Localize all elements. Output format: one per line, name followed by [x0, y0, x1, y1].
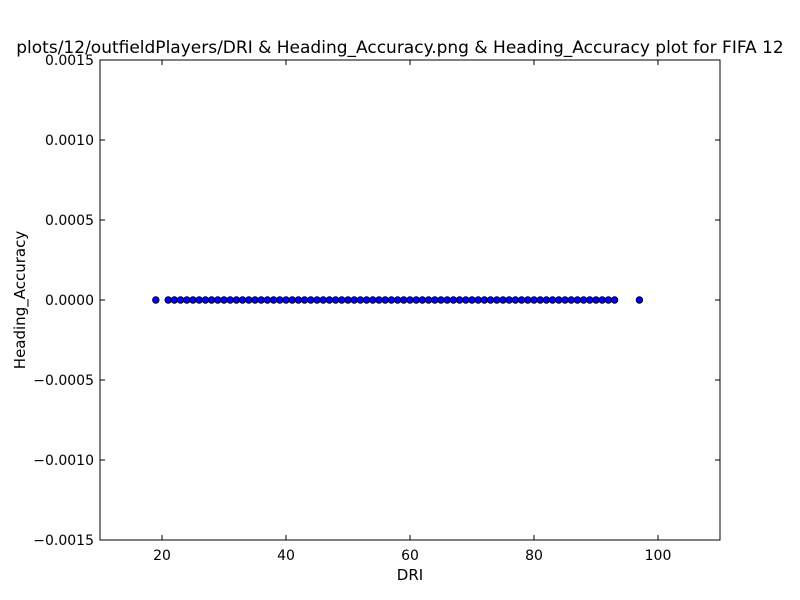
y-tick-label: −0.0010: [33, 453, 94, 469]
data-point: [356, 296, 365, 304]
data-point: [313, 296, 321, 304]
x-tick-label: 60: [401, 548, 419, 564]
x-tick-label: 80: [525, 548, 543, 564]
data-point: [610, 296, 619, 304]
data-point: [505, 296, 513, 304]
data-point: [176, 296, 185, 304]
data-point: [300, 296, 309, 304]
data-point: [567, 296, 575, 304]
data-point: [524, 296, 532, 304]
y-axis-label: Heading_Accuracy: [11, 231, 30, 370]
data-point: [381, 296, 389, 304]
data-point: [555, 296, 563, 304]
y-tick-label: 0.0005: [45, 213, 94, 229]
y-tick-label: −0.0015: [33, 533, 94, 549]
data-point: [431, 296, 439, 304]
data-point: [437, 296, 445, 304]
data-point: [579, 296, 588, 304]
data-point: [207, 296, 216, 304]
data-point: [424, 296, 433, 304]
data-point: [269, 296, 278, 304]
data-point: [338, 296, 346, 304]
data-point: [400, 296, 408, 304]
data-points: [152, 296, 644, 304]
y-tick-label: 0.0010: [45, 133, 94, 149]
data-point: [517, 296, 526, 304]
data-point: [449, 296, 458, 304]
data-point: [493, 296, 501, 304]
data-point: [542, 296, 551, 304]
data-point: [635, 296, 644, 304]
data-point: [263, 296, 272, 304]
data-point: [604, 296, 613, 304]
data-point: [393, 296, 402, 304]
x-tick-label: 40: [277, 548, 295, 564]
data-point: [245, 296, 253, 304]
data-point: [220, 296, 228, 304]
x-tick-label: 100: [645, 548, 672, 564]
data-point: [201, 296, 210, 304]
data-point: [412, 296, 420, 304]
data-point: [561, 296, 569, 304]
data-point: [499, 296, 507, 304]
data-point: [406, 296, 414, 304]
data-point: [164, 296, 172, 304]
data-point: [443, 296, 451, 304]
data-point: [350, 296, 358, 304]
data-point: [344, 296, 352, 304]
y-tick-label: 0.0015: [45, 53, 94, 69]
data-point: [573, 296, 582, 304]
data-point: [288, 296, 296, 304]
data-point: [183, 296, 191, 304]
data-point: [486, 296, 495, 304]
data-point: [331, 296, 340, 304]
data-point: [586, 296, 594, 304]
data-point: [195, 296, 203, 304]
data-point: [474, 296, 482, 304]
data-point: [226, 296, 234, 304]
data-point: [375, 296, 383, 304]
data-point: [325, 296, 334, 304]
data-point: [214, 296, 222, 304]
data-point: [536, 296, 544, 304]
data-point: [480, 296, 489, 304]
data-point: [511, 296, 520, 304]
data-point: [598, 296, 606, 304]
data-point: [548, 296, 557, 304]
data-point: [319, 296, 327, 304]
data-point: [362, 296, 371, 304]
data-point: [152, 296, 160, 304]
data-point: [232, 296, 241, 304]
data-point: [455, 296, 464, 304]
data-point: [251, 296, 259, 304]
data-point: [294, 296, 303, 304]
data-point: [530, 296, 538, 304]
data-point: [189, 296, 197, 304]
x-axis-label: DRI: [397, 566, 423, 584]
data-point: [257, 296, 265, 304]
data-point: [418, 296, 427, 304]
y-tick-label: 0.0000: [45, 293, 94, 309]
data-point: [369, 296, 377, 304]
data-point: [238, 296, 247, 304]
data-point: [170, 296, 179, 304]
data-point: [462, 296, 470, 304]
data-point: [276, 296, 284, 304]
chart-title: plots/12/outfieldPlayers/DRI & Heading_A…: [16, 38, 783, 58]
y-tick-label: −0.0005: [33, 373, 94, 389]
data-point: [307, 296, 315, 304]
x-tick-label: 20: [153, 548, 171, 564]
data-point: [592, 296, 600, 304]
data-point: [468, 296, 476, 304]
data-point: [282, 296, 290, 304]
axis-ticks: 20 40 60 80 100 0.0015 0.0010 0.0005 0.0000 −0.00…: [33, 53, 720, 564]
data-point: [387, 296, 396, 304]
